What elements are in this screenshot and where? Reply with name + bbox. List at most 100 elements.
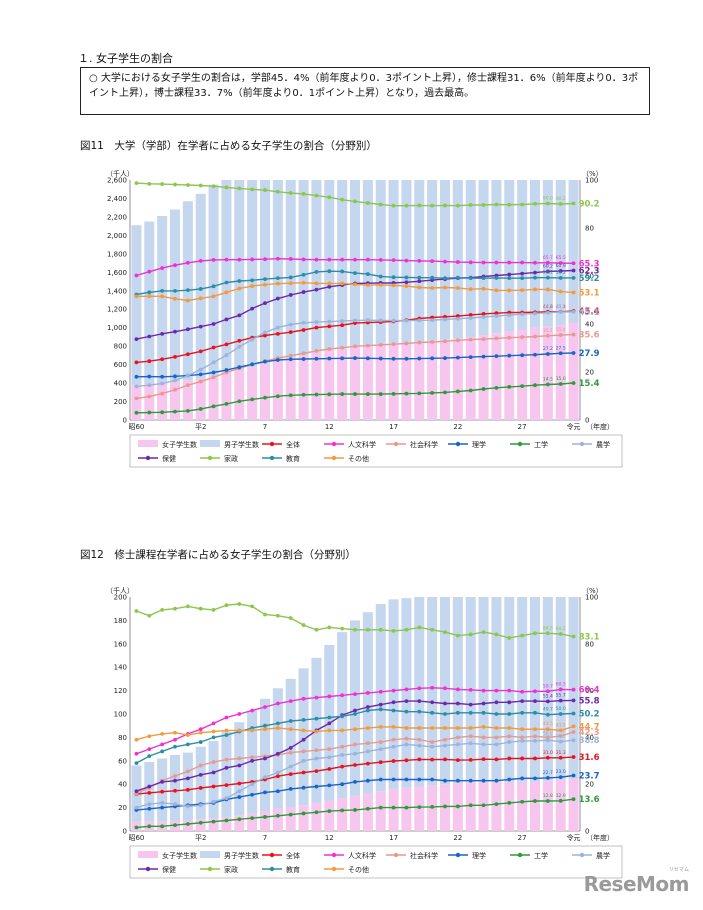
series-point: [468, 687, 473, 692]
left-tick-label: 80: [118, 734, 127, 742]
series-point: [160, 824, 165, 829]
series-point: [301, 717, 306, 722]
series-point: [237, 602, 242, 606]
series-point: [545, 735, 550, 740]
left-tick-label: 100: [114, 711, 127, 719]
series-point: [198, 367, 203, 372]
series-point: [545, 755, 550, 760]
series-point: [211, 729, 216, 734]
series-point: [211, 770, 216, 775]
series-point: [520, 776, 525, 781]
series-point: [520, 633, 525, 638]
series-point: [391, 737, 396, 742]
series-point: [301, 192, 306, 196]
small-data-label: 65.7: [543, 255, 553, 261]
series-point: [224, 185, 229, 190]
bar-female: [555, 779, 566, 831]
right-tick-label: 40: [585, 321, 594, 329]
series-point: [224, 353, 229, 358]
series-point: [160, 805, 165, 810]
bar-female: [362, 793, 373, 831]
series-point: [533, 201, 537, 206]
series-point: [160, 607, 165, 612]
series-point: [314, 627, 319, 632]
x-tick-label: 7: [263, 834, 267, 842]
series-point: [571, 351, 576, 355]
series-point: [365, 356, 370, 361]
left-tick-label: 400: [114, 380, 127, 388]
series-point: [404, 758, 409, 763]
series-point: [301, 749, 306, 754]
left-tick-label: 2,600: [107, 177, 127, 185]
series-point: [173, 409, 177, 414]
series-point: [224, 603, 229, 608]
series-point: [275, 331, 280, 336]
series-point: [455, 735, 460, 740]
series-point: [237, 279, 242, 283]
series-point: [494, 700, 499, 705]
bar-female: [568, 323, 579, 420]
bar-female: [542, 326, 553, 420]
end-data-label: 13.6: [579, 795, 600, 805]
series-point: [185, 733, 190, 737]
small-data-label: 23.0: [556, 769, 566, 775]
watermark-text: ReseMom: [583, 872, 690, 896]
bar-male: [375, 180, 386, 345]
legend-label: 人文科学: [348, 440, 376, 449]
series-point: [430, 685, 435, 690]
bar-female: [491, 333, 502, 420]
series-point: [211, 345, 216, 350]
legend-label: 工学: [534, 440, 548, 449]
series-point: [558, 632, 563, 636]
series-point: [160, 288, 165, 293]
series-point: [250, 362, 255, 367]
series-point: [571, 290, 576, 295]
series-point: [481, 337, 486, 342]
series-point: [468, 287, 473, 292]
series-point: [430, 275, 435, 280]
series-point: [353, 356, 357, 360]
end-data-label: 44.7: [579, 722, 600, 732]
series-point: [185, 769, 190, 774]
series-point: [417, 686, 422, 691]
series-point: [571, 276, 576, 280]
end-data-label: 45.1: [579, 308, 600, 318]
end-data-label: 15.4: [579, 379, 600, 389]
series-point: [468, 337, 473, 342]
series-point: [288, 750, 293, 755]
left-tick-label: 2,400: [107, 195, 127, 203]
x-tick-label: 昭60: [128, 834, 144, 842]
series-point: [533, 756, 537, 761]
series-point: [455, 338, 460, 343]
series-point: [224, 290, 229, 295]
bar-female: [324, 800, 335, 831]
series-point: [404, 726, 409, 730]
series-point: [520, 739, 525, 743]
series-point: [443, 390, 447, 395]
small-data-label: 84.2: [556, 626, 566, 632]
series-point: [327, 324, 332, 329]
series-point: [314, 257, 319, 262]
series-point: [378, 740, 383, 744]
series-point: [173, 182, 177, 187]
small-data-label: 15.0: [556, 376, 566, 382]
series-point: [468, 312, 473, 317]
series-point: [558, 698, 563, 703]
series-point: [481, 778, 486, 783]
series-point: [263, 277, 267, 282]
right-tick-label: 100: [585, 177, 598, 185]
series-point: [275, 325, 280, 330]
bar-male: [208, 740, 219, 819]
series-point: [455, 314, 460, 318]
series-point: [185, 604, 190, 609]
series-point: [263, 815, 267, 819]
series-point: [340, 319, 345, 324]
series-point: [147, 334, 152, 339]
series-point: [288, 322, 293, 327]
series-point: [545, 712, 550, 717]
series-point: [198, 183, 203, 188]
bar-female: [247, 367, 258, 420]
bar-female: [272, 808, 283, 831]
series-point: [147, 294, 152, 299]
series-point: [314, 392, 319, 397]
